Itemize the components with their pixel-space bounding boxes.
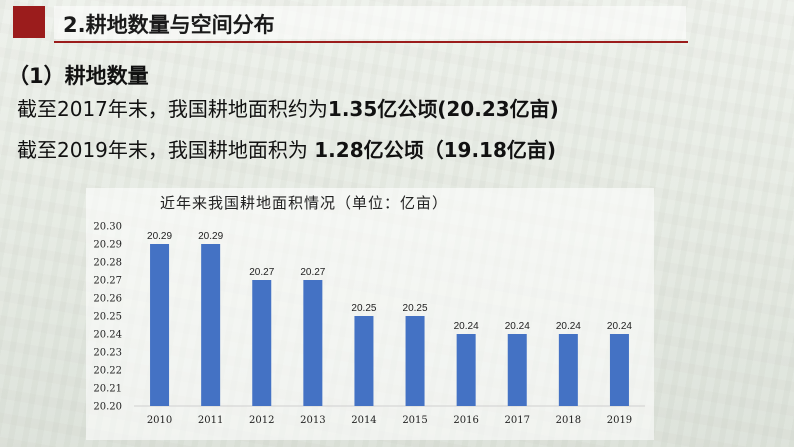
bar	[303, 280, 323, 406]
x-tick-label: 2010	[147, 415, 172, 426]
data-label: 20.29	[147, 231, 172, 242]
x-tick-label: 2019	[607, 415, 632, 426]
bar	[405, 316, 425, 406]
y-tick-label: 20.27	[93, 276, 122, 287]
y-tick-label: 20.20	[93, 402, 122, 413]
bar	[558, 334, 578, 406]
page-title: 2.耕地数量与空间分布	[63, 13, 275, 37]
bar	[456, 334, 476, 406]
bar	[201, 244, 221, 406]
bar	[150, 244, 170, 406]
y-tick-label: 20.26	[93, 294, 122, 305]
x-tick-label: 2017	[505, 415, 530, 426]
x-tick-label: 2012	[249, 415, 274, 426]
fact-value: 1.35亿公顷(20.23亿亩)	[327, 97, 559, 121]
x-tick-label: 2015	[402, 415, 427, 426]
fact-text: 截至2019年末，我国耕地面积为	[17, 138, 315, 162]
x-tick-label: 2014	[351, 415, 376, 426]
bar	[252, 280, 272, 406]
data-label: 20.27	[249, 267, 274, 278]
section-title: （1）耕地数量	[8, 64, 149, 88]
y-tick-label: 20.24	[93, 330, 122, 341]
y-tick-label: 20.29	[93, 240, 122, 251]
y-tick-label: 20.28	[93, 258, 122, 269]
data-label: 20.25	[351, 303, 376, 314]
y-tick-label: 20.30	[93, 222, 122, 233]
y-tick-label: 20.21	[93, 384, 122, 395]
header-accent-square	[13, 6, 45, 38]
y-tick-label: 20.22	[93, 366, 122, 377]
fact-text: 截至2017年末，我国耕地面积约为	[17, 97, 328, 121]
fact-line-2019: 截至2019年末，我国耕地面积为 1.28亿公顷（19.18亿亩)	[17, 134, 556, 163]
header-bar	[54, 6, 686, 39]
data-label: 20.29	[198, 231, 223, 242]
x-tick-label: 2013	[300, 415, 325, 426]
data-label: 20.24	[505, 321, 530, 332]
header-rule	[54, 41, 688, 43]
y-tick-label: 20.25	[93, 312, 122, 323]
fact-line-2017: 截至2017年末，我国耕地面积约为1.35亿公顷(20.23亿亩)	[17, 93, 559, 122]
data-label: 20.24	[556, 321, 581, 332]
y-tick-label: 20.23	[93, 348, 122, 359]
x-tick-label: 2011	[198, 415, 223, 426]
bar	[609, 334, 629, 406]
data-label: 20.24	[454, 321, 479, 332]
data-label: 20.27	[300, 267, 325, 278]
bar	[507, 334, 527, 406]
data-label: 20.24	[607, 321, 632, 332]
x-tick-label: 2018	[556, 415, 581, 426]
bar	[354, 316, 374, 406]
x-tick-label: 2016	[453, 415, 478, 426]
data-label: 20.25	[403, 303, 428, 314]
fact-value: 1.28亿公顷（19.18亿亩)	[314, 138, 557, 162]
chart-title: 近年来我国耕地面积情况（单位：亿亩）	[160, 194, 449, 212]
